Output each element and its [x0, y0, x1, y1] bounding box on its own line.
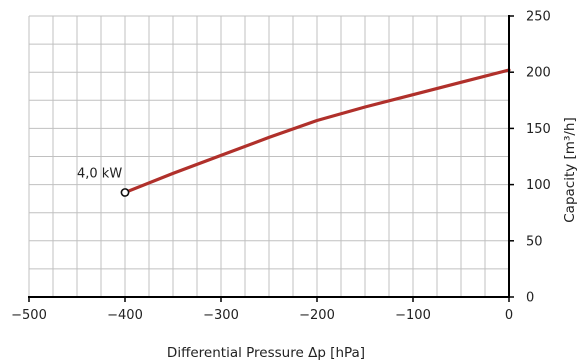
y-tick-label: 250: [526, 10, 551, 25]
annotation-marker: [120, 188, 130, 197]
y-tick-label: 0: [526, 291, 534, 306]
annotation-label: 4,0 kW: [77, 166, 122, 181]
y-axis-title: Capacity [m³/h]: [562, 117, 578, 223]
series-layer: [123, 68, 511, 195]
axes: [28, 15, 514, 302]
series-line: [123, 68, 511, 195]
x-tick-label: −100: [395, 308, 431, 323]
y-tick-label: 100: [526, 178, 551, 193]
x-axis-title: Differential Pressure Δp [hPa]: [167, 345, 365, 361]
grid: [28, 15, 510, 298]
y-tick-label: 50: [526, 234, 543, 249]
annotations: 4,0 kW: [77, 166, 130, 197]
x-tick-label: −400: [107, 308, 143, 323]
y-tick-label: 200: [526, 66, 551, 81]
x-tick-label: −500: [11, 308, 47, 323]
tick-labels: −500 −400 −300 −200 −100 00 50 100 150 200 250: [11, 10, 551, 324]
y-tick-label: 150: [526, 122, 551, 137]
x-tick-label: −300: [203, 308, 239, 323]
x-tick-label: 0: [505, 308, 513, 323]
x-tick-label: −200: [299, 308, 335, 323]
